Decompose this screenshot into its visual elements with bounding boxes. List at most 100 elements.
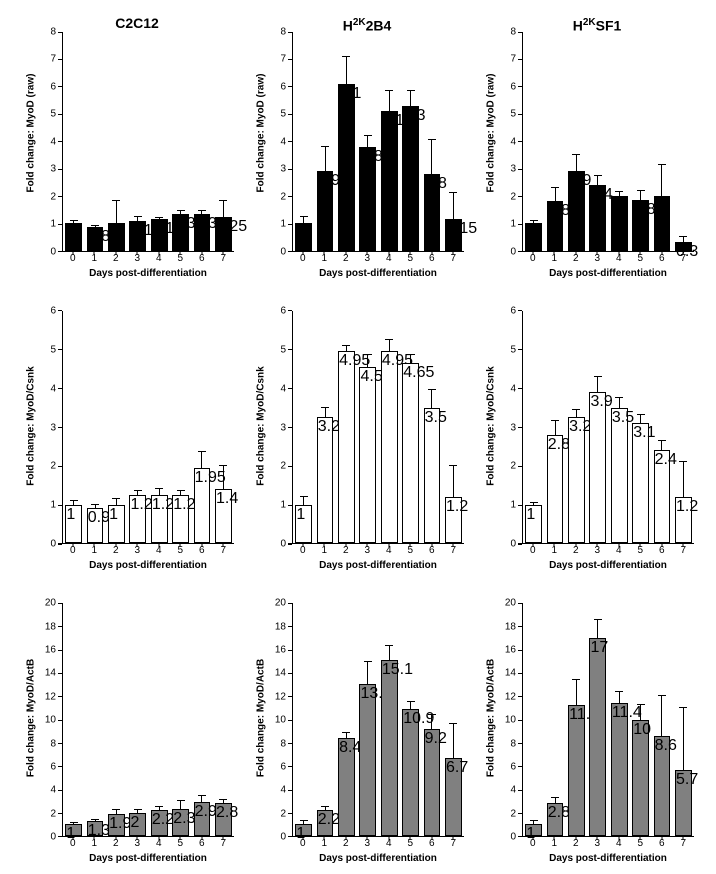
error-bar bbox=[555, 798, 556, 804]
error-cap bbox=[219, 799, 227, 800]
y-ticks: 0123456 bbox=[40, 311, 62, 545]
error-bar bbox=[640, 705, 641, 720]
y-tick-label: 6 bbox=[50, 305, 56, 316]
error-cap bbox=[300, 496, 308, 497]
y-tick-label: 12 bbox=[45, 691, 56, 702]
x-ticks: 01234567 bbox=[522, 544, 694, 560]
x-ticks: 01234567 bbox=[62, 837, 234, 853]
x-tick-label: 2 bbox=[573, 545, 579, 556]
x-tick-label: 4 bbox=[156, 838, 162, 849]
error-cap bbox=[407, 701, 415, 702]
y-tick-label: 3 bbox=[50, 422, 56, 433]
y-tick-label: 4 bbox=[510, 785, 516, 796]
y-tick-label: 5 bbox=[280, 109, 286, 120]
y-tick-label: 2 bbox=[50, 191, 56, 202]
y-tick-label: 18 bbox=[45, 621, 56, 632]
y-tick-label: 3 bbox=[280, 422, 286, 433]
bar: 1.2 bbox=[675, 497, 692, 544]
error-cap bbox=[364, 135, 372, 136]
bar: 2.9 bbox=[317, 171, 334, 250]
error-cap bbox=[321, 146, 329, 147]
y-axis-label: Fold change: MyoD (raw) bbox=[486, 74, 497, 193]
x-tick-label: 5 bbox=[177, 545, 183, 556]
bar: 3.25 bbox=[568, 417, 585, 543]
error-bar bbox=[201, 211, 202, 214]
error-cap bbox=[615, 691, 623, 692]
bar: 2.2 bbox=[151, 810, 168, 836]
error-bar bbox=[223, 800, 224, 803]
bar: 1 bbox=[295, 505, 312, 544]
x-tick-label: 1 bbox=[321, 838, 327, 849]
x-tick-label: 6 bbox=[659, 253, 665, 264]
x-tick-label: 5 bbox=[407, 838, 413, 849]
error-cap bbox=[70, 822, 78, 823]
error-bar bbox=[661, 441, 662, 451]
y-ticks: 012345678 bbox=[40, 32, 62, 252]
error-bar bbox=[223, 466, 224, 489]
y-tick-label: 7 bbox=[50, 54, 56, 65]
y-tick-label: 8 bbox=[280, 738, 286, 749]
y-tick-label: 6 bbox=[280, 761, 286, 772]
y-tick-label: 10 bbox=[505, 715, 516, 726]
x-tick-label: 1 bbox=[91, 838, 97, 849]
x-tick-label: 6 bbox=[659, 545, 665, 556]
bar: 6.7 bbox=[445, 758, 462, 836]
error-bar bbox=[555, 188, 556, 202]
x-tick-label: 0 bbox=[70, 838, 76, 849]
error-cap bbox=[530, 220, 538, 221]
error-cap bbox=[551, 187, 559, 188]
error-bar bbox=[453, 724, 454, 758]
error-bar bbox=[683, 237, 684, 242]
y-tick-label: 5 bbox=[50, 344, 56, 355]
error-cap bbox=[177, 490, 185, 491]
x-axis-label: Days post-differentiation bbox=[522, 268, 694, 279]
plot-area: 10.911.251.251.251.951.4 bbox=[62, 311, 234, 545]
y-tick-label: 2 bbox=[50, 461, 56, 472]
y-tick-label: 12 bbox=[275, 691, 286, 702]
error-bar bbox=[95, 820, 96, 821]
y-tick-label: 20 bbox=[275, 598, 286, 609]
panel-title: C2C12 bbox=[40, 14, 234, 32]
x-ticks: 01234567 bbox=[522, 252, 694, 268]
y-tick-label: 3 bbox=[280, 164, 286, 175]
error-bar bbox=[619, 692, 620, 704]
bar: 1.25 bbox=[172, 495, 189, 543]
bar: 1 bbox=[525, 505, 542, 544]
x-tick-label: 0 bbox=[300, 253, 306, 264]
plot-area: 11.82.92.421.8520.3 bbox=[522, 32, 694, 252]
error-cap bbox=[155, 806, 163, 807]
bar: 1.95 bbox=[194, 468, 211, 544]
error-bar bbox=[159, 218, 160, 219]
x-axis-label: Days post-differentiation bbox=[522, 853, 694, 864]
y-tick-label: 1 bbox=[510, 500, 516, 511]
error-cap bbox=[112, 498, 120, 499]
y-tick-label: 1 bbox=[50, 219, 56, 230]
error-cap bbox=[658, 164, 666, 165]
error-cap bbox=[658, 440, 666, 441]
chart-panel: Fold change: MyoD (raw)C2C1201234567810.… bbox=[22, 14, 234, 279]
error-cap bbox=[198, 451, 206, 452]
x-tick-label: 0 bbox=[530, 545, 536, 556]
error-bar bbox=[73, 501, 74, 505]
y-ticks: 0123456 bbox=[270, 311, 292, 545]
bar: 2 bbox=[611, 196, 628, 251]
error-bar bbox=[576, 680, 577, 704]
y-tick-label: 4 bbox=[280, 136, 286, 147]
plot-area: 12.811.31711.4108.65.7 bbox=[522, 603, 694, 837]
error-bar bbox=[640, 415, 641, 423]
chart-grid-page: Fold change: MyoD (raw)C2C1201234567810.… bbox=[0, 0, 716, 874]
x-tick-label: 7 bbox=[220, 838, 226, 849]
error-bar bbox=[410, 91, 411, 106]
error-cap bbox=[385, 645, 393, 646]
chart-panel: Fold change: MyoD/Csnk012345612.83.253.9… bbox=[482, 307, 694, 572]
bar: 2.8 bbox=[215, 803, 232, 836]
error-bar bbox=[201, 452, 202, 468]
y-tick-label: 5 bbox=[50, 109, 56, 120]
x-axis-label: Days post-differentiation bbox=[292, 853, 464, 864]
error-bar bbox=[661, 696, 662, 736]
x-tick-label: 1 bbox=[551, 838, 557, 849]
error-cap bbox=[219, 200, 227, 201]
x-tick-label: 5 bbox=[637, 838, 643, 849]
bar: 11.3 bbox=[568, 705, 585, 836]
y-tick-label: 10 bbox=[275, 715, 286, 726]
